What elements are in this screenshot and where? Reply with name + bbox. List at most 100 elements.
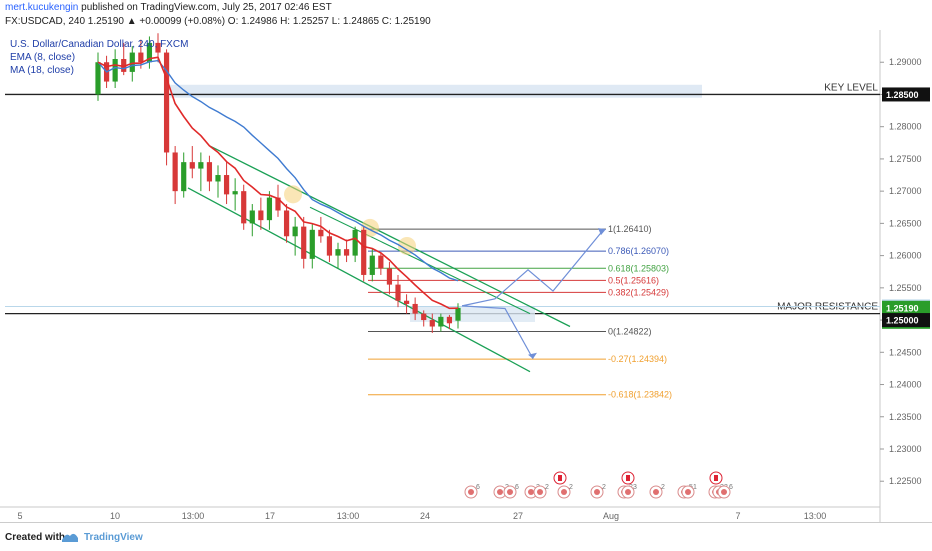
price-tick-label: 1.25500	[889, 283, 922, 293]
ema-8-line[interactable]	[97, 56, 459, 310]
event-count: 1	[693, 484, 697, 491]
channel-upper-line[interactable]	[209, 145, 571, 328]
flag-dot-icon	[497, 489, 503, 495]
candle-body[interactable]	[275, 197, 281, 211]
ma-18-line[interactable]	[97, 59, 459, 282]
fib-level-label: -0.618(1.23842)	[608, 390, 672, 400]
price-tick-label: 1.23500	[889, 412, 922, 422]
time-tick-label: 13:00	[804, 511, 827, 521]
candle-body[interactable]	[232, 191, 238, 195]
price-chart[interactable]: 1.29000 1.28500 1.28000 1.27500 1.27000 1.265…	[0, 30, 932, 522]
candle-body[interactable]	[155, 42, 161, 53]
price-tick-label: 1.29000	[889, 57, 922, 67]
event-count: 3	[633, 484, 637, 491]
resistance-zone	[410, 306, 535, 323]
footer-bar: Created with TradingView	[0, 522, 932, 551]
price-tick-label: 1.26500	[889, 218, 922, 228]
time-tick-label: 5	[17, 511, 22, 521]
candle-body[interactable]	[181, 162, 187, 192]
fib-level-label: 0.5(1.25616)	[608, 275, 659, 285]
projection-down-path[interactable]	[461, 305, 534, 360]
candle-body[interactable]	[241, 191, 247, 224]
candle-body[interactable]	[446, 316, 453, 324]
candle-body[interactable]	[283, 210, 290, 237]
candle-body[interactable]	[146, 42, 153, 63]
candle-body[interactable]	[266, 197, 273, 221]
price-tick-label: 1.24500	[889, 347, 922, 357]
candle-body[interactable]	[121, 59, 127, 72]
price-axis[interactable]	[880, 30, 932, 522]
event-count: 2	[569, 484, 573, 491]
candle-body[interactable]	[163, 52, 170, 153]
candle-body[interactable]	[249, 210, 255, 224]
candle-body[interactable]	[206, 162, 213, 182]
candle-body[interactable]	[369, 255, 375, 275]
event-count: 2	[602, 484, 606, 491]
fib-level-label: 1(1.26410)	[608, 224, 652, 234]
time-tick-label: 7	[735, 511, 740, 521]
event-count: 2	[661, 484, 665, 491]
key-level-zone	[170, 84, 702, 98]
candle-body[interactable]	[223, 175, 230, 195]
candle-body[interactable]	[292, 226, 298, 237]
last-price-tag-box	[882, 300, 930, 315]
fib-level-label: 0.618(1.25803)	[608, 263, 669, 273]
tradingview-brand[interactable]: TradingView	[84, 532, 143, 543]
candle-body[interactable]	[129, 52, 135, 72]
flag-dot-icon	[507, 489, 513, 495]
ma-legend-label[interactable]: MA (18, close)	[10, 65, 74, 76]
projection-up-path[interactable]	[461, 228, 605, 307]
candle-body[interactable]	[335, 249, 341, 256]
ema-legend-label[interactable]: EMA (8, close)	[10, 52, 76, 63]
candle-body[interactable]	[455, 307, 461, 321]
price-tick-label: 1.22500	[889, 476, 922, 486]
time-tick-label: 13:00	[337, 511, 360, 521]
price-tick-label: 1.27000	[889, 186, 922, 196]
candle-body[interactable]	[361, 229, 367, 275]
event-count: 2	[545, 484, 549, 491]
maple-leaf-icon	[558, 475, 562, 481]
candle-body[interactable]	[326, 236, 333, 256]
candle-body[interactable]	[309, 229, 315, 259]
event-count: 6	[515, 484, 519, 491]
maple-leaf-icon	[626, 475, 630, 481]
candle-body[interactable]	[172, 152, 178, 192]
channel-mid-line[interactable]	[309, 206, 531, 315]
candle-body[interactable]	[189, 162, 195, 169]
flag-dot-icon	[594, 489, 600, 495]
candle-body[interactable]	[438, 316, 444, 327]
major-resistance-label: MAJOR RESISTANCE	[777, 302, 878, 313]
candle-body[interactable]	[112, 59, 118, 82]
time-tick-label: 17	[265, 511, 275, 521]
candle-body[interactable]	[386, 268, 393, 285]
candle-body[interactable]	[318, 229, 324, 237]
candle-body[interactable]	[215, 175, 221, 182]
flag-dot-icon	[561, 489, 567, 495]
author-link[interactable]: mert.kucukengin	[5, 2, 79, 13]
candle-body[interactable]	[95, 62, 101, 95]
price-tick-label: 1.28000	[889, 122, 922, 132]
candle-body[interactable]	[258, 210, 264, 221]
candle-body[interactable]	[403, 300, 410, 304]
swing-highlight-circle	[398, 236, 416, 255]
publish-line: mert.kucukengin published on TradingView…	[5, 2, 332, 13]
last-price-tag: 1.25190	[886, 303, 919, 313]
flag-dot-icon	[468, 489, 474, 495]
candle-body[interactable]	[378, 255, 384, 269]
candle-body[interactable]	[395, 284, 401, 301]
time-tick-label: 13:00	[182, 511, 205, 521]
candle-body[interactable]	[421, 313, 427, 321]
candle-body[interactable]	[343, 249, 350, 256]
fib-level-label: 0(1.24822)	[608, 327, 652, 337]
candle-body[interactable]	[429, 320, 435, 327]
flag-dot-icon	[625, 489, 631, 495]
chart-header: mert.kucukengin published on TradingView…	[0, 0, 932, 30]
candle-body[interactable]	[412, 303, 418, 314]
candle-body[interactable]	[138, 52, 144, 63]
candle-body[interactable]	[352, 229, 358, 256]
price-tick-label: 1.23000	[889, 444, 922, 454]
candle-body[interactable]	[301, 226, 307, 259]
candle-body[interactable]	[198, 162, 204, 169]
channel-lower-line[interactable]	[187, 187, 531, 373]
price-tick-label: 1.24000	[889, 380, 922, 390]
